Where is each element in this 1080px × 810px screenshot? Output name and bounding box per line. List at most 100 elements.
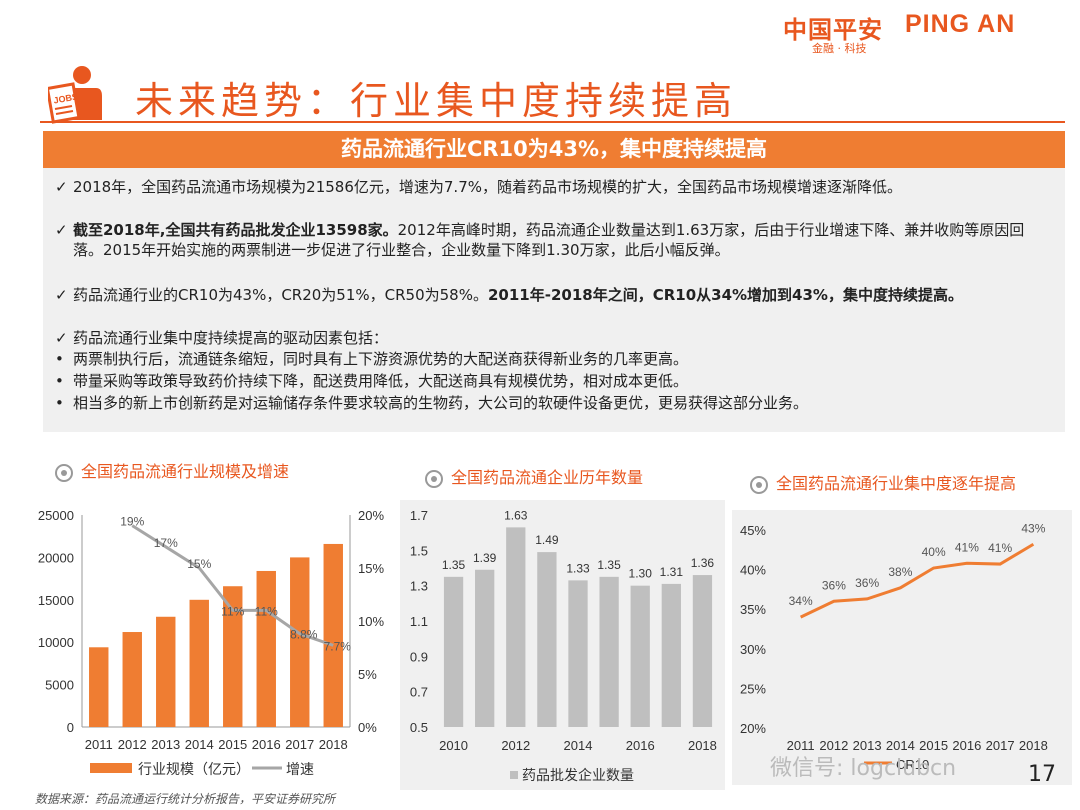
chart-market-size: 0 5000 10000 15000 20000 25000 0% 5% 10% 15% 20% 20… [38,508,385,777]
y2-tick-label: 5% [358,667,377,682]
target-icon [750,475,768,494]
y-tick-label: 1.3 [410,579,428,594]
y-tick-label: 1.1 [410,614,428,629]
x-tick-label: 2010 [439,738,468,753]
x-tick-label: 2014 [185,737,214,752]
bar [323,543,343,727]
data-label: 11% [221,604,244,618]
data-label: 1.35 [597,558,621,572]
driver-2: • 带量采购等政策导致药价持续下降，配送费用降低，大配送商具有规模优势，相对成本更… [55,372,689,390]
x-tick-label: 2014 [564,738,593,753]
x-tick-label: 2017 [986,738,1015,753]
x-tick-label: 2018 [1019,738,1048,753]
brand-cn: 中国平安 [783,16,883,44]
data-label: 1.36 [691,556,715,570]
data-label: 40% [922,545,946,559]
y2-tick-label: 15% [358,561,384,576]
x-tick-label: 2011 [85,737,113,752]
x-tick-label: 2016 [952,738,981,753]
bar [443,576,464,727]
bar [189,599,209,727]
cr10-line [799,542,1035,619]
x-tick-label: 2018 [319,737,348,752]
y-tick-label: 0 [67,720,74,735]
y-tick-label: 0.9 [410,649,428,664]
bar [223,586,243,727]
data-label: 11% [255,604,278,618]
brand-sub: 金融 · 科技 [812,42,867,55]
x-tick-label: 2013 [853,738,882,753]
legend-label: 药品批发企业数量 [522,767,634,783]
data-label: 43% [1021,521,1045,535]
y2-tick-label: 0% [358,720,377,735]
driver-3: • 相当多的新上市创新药是对运输储存条件要求较高的生物药，大公司的软硬件设备更优，… [55,394,809,412]
data-label: 1.63 [504,508,528,522]
bar [89,647,109,727]
bullet-4: ✓ 药品流通行业集中度持续提高的驱动因素包括： [55,329,389,347]
x-tick-label: 2016 [626,738,655,753]
y-tick-label: 0.7 [410,685,428,700]
x-tick-label: 2015 [919,738,948,753]
x-tick-label: 2017 [285,737,314,752]
legend-swatch [510,771,518,779]
legend-label: 行业规模（亿元） [138,761,250,777]
y-tick-label: 1.5 [410,543,428,558]
legend-label: 增速 [286,761,314,777]
bar [630,585,650,727]
y-tick-label: 45% [740,523,766,538]
title-divider [40,121,1065,123]
bullet-2: ✓ 截至2018年,全国共有药品批发企业13598家。2012年高峰时期，药品流通… [55,221,1025,259]
bar [692,575,713,727]
x-tick-label: 2013 [151,737,180,752]
data-label: 41% [988,541,1012,555]
y-tick-label: 1.7 [410,508,428,523]
headline-banner: 药品流通行业CR10为43%，集中度持续提高 [43,131,1065,168]
data-label: 36% [855,576,879,590]
svg-text:JOBS: JOBS [53,91,79,105]
data-label: 1.31 [660,565,684,579]
data-label: 1.33 [566,561,590,575]
x-tick-label: 2018 [688,738,717,753]
bar [122,632,142,727]
y-tick-label: 20000 [38,550,74,565]
data-label: 19% [120,515,144,529]
y-tick-label: 25% [740,681,766,696]
y-tick-label: 30% [740,642,766,657]
y-tick-label: 35% [740,602,766,617]
bar [475,569,495,727]
bar [290,557,310,727]
watermark: 微信号: logclubcn [770,756,957,781]
data-label: 1.39 [473,551,497,565]
y2-tick-label: 20% [358,508,384,523]
bar [537,552,557,727]
y-tick-label: 15000 [38,593,74,608]
y2-tick-label: 10% [358,614,384,629]
source-note: 数据来源：药品流通运行统计分析报告，平安证券研究所 [35,792,336,806]
y-tick-label: 5000 [45,678,74,693]
x-tick-label: 2012 [501,738,530,753]
data-label: 1.35 [442,558,466,572]
page-number: 17 [1028,762,1056,787]
chart-cr10: 20% 25% 30% 35% 40% 45% 34% 36% 36% 38% 40% 41% 41% 4… [732,510,1072,785]
bar [568,580,588,727]
bullet-3: ✓ 药品流通行业的CR10为43%，CR20为51%，CR50为58%。2011年… [55,286,963,304]
page-title: 未来趋势：行业集中度持续提高 [135,79,738,123]
bar [506,527,526,727]
text-panel [43,168,1065,432]
y-tick-label: 20% [740,721,766,736]
growth-line [131,524,334,647]
bar [599,576,619,727]
data-label: 34% [789,594,813,608]
bullet-1: ✓ 2018年，全国药品流通市场规模为21586亿元，增速为7.7%，随着药品市场… [55,178,903,196]
chart-enterprise-count: 0.5 0.7 0.9 1.1 1.3 1.5 1.7 1.35 1.39 1.63 1.49 1.3… [400,500,725,790]
x-tick-label: 2015 [218,737,247,752]
legend-swatch-bar [90,763,132,773]
jobs-board-icon: JOBS [45,62,110,128]
bar [156,616,176,727]
target-icon [425,469,443,488]
driver-1: • 两票制执行后，流通链条缩短，同时具有上下游资源优势的大配送商获得新业务的几率更… [55,350,689,368]
data-label: 1.49 [535,533,559,547]
data-label: 38% [888,565,912,579]
data-label: 1.30 [629,567,653,581]
y-tick-label: 10000 [38,635,74,650]
